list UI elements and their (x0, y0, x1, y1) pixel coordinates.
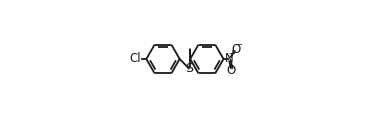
Text: +: + (228, 49, 235, 58)
Text: Cl: Cl (130, 53, 141, 65)
Text: N: N (225, 53, 234, 65)
Text: −: − (235, 40, 242, 49)
Text: S: S (185, 62, 193, 75)
Text: O: O (226, 64, 235, 77)
Text: O: O (231, 43, 240, 56)
